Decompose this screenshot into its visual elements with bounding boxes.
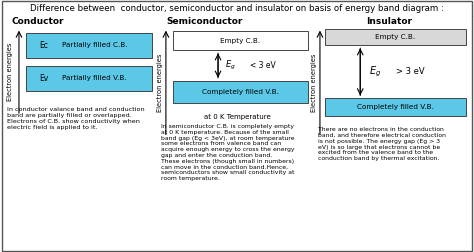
Text: < 3 eV: < 3 eV <box>250 61 276 70</box>
Text: Empty C.B.: Empty C.B. <box>375 34 415 40</box>
Text: at 0 K Temperature: at 0 K Temperature <box>204 114 270 120</box>
Text: Empty C.B.: Empty C.B. <box>220 38 260 44</box>
Text: Completely filled V.B.: Completely filled V.B. <box>357 104 434 110</box>
Text: Partially filled C.B.: Partially filled C.B. <box>62 42 128 48</box>
Text: $E_g$: $E_g$ <box>225 59 236 72</box>
Text: Electron energies: Electron energies <box>8 43 13 101</box>
Bar <box>173 81 308 103</box>
Text: $E_g$: $E_g$ <box>369 65 381 79</box>
Bar <box>173 32 308 50</box>
Text: Ev: Ev <box>39 74 49 83</box>
Bar <box>325 29 466 45</box>
Text: Electron energies: Electron energies <box>157 54 163 112</box>
Text: There are no electrons in the conduction
band, and therefore electrical conducti: There are no electrons in the conduction… <box>318 127 446 161</box>
Text: Semiconductor: Semiconductor <box>166 17 242 26</box>
Text: Ec: Ec <box>39 41 48 50</box>
Text: In conductor valance band and conduction
band are partially filled or overlapped: In conductor valance band and conduction… <box>7 107 145 130</box>
Bar <box>325 98 466 116</box>
Text: Conductor: Conductor <box>12 17 64 26</box>
Text: Completely filled V.B.: Completely filled V.B. <box>202 89 279 95</box>
Text: Insulator: Insulator <box>365 17 412 26</box>
Text: Partially filled V.B.: Partially filled V.B. <box>63 75 127 81</box>
Bar <box>26 66 152 91</box>
Text: In semiconductor C.B. is completely empty
at 0 K temperature. Because of the sma: In semiconductor C.B. is completely empt… <box>161 124 295 181</box>
Text: Electron energies: Electron energies <box>311 54 317 112</box>
Text: Difference between  conductor, semiconductor and insulator on basis of energy ba: Difference between conductor, semiconduc… <box>30 4 444 13</box>
Bar <box>26 33 152 58</box>
Text: > 3 eV: > 3 eV <box>396 67 424 76</box>
